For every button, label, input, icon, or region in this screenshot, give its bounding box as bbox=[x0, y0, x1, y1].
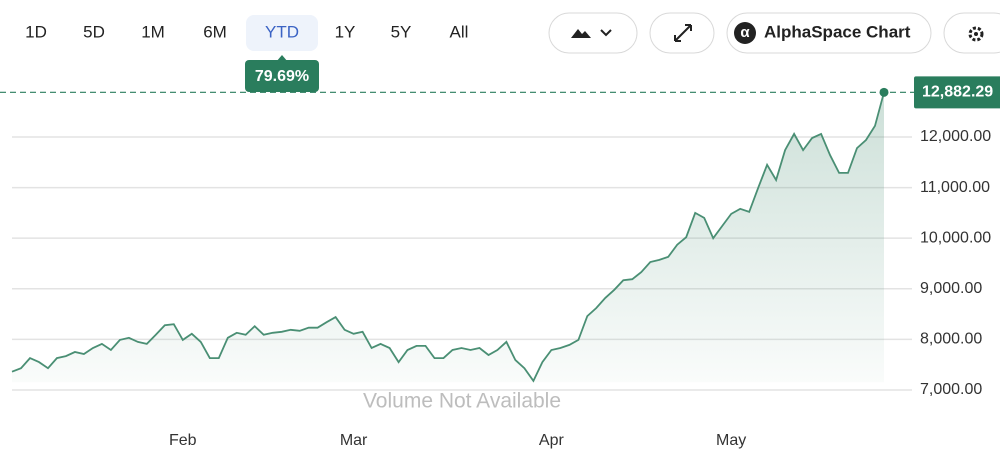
alphaspace-button[interactable] bbox=[726, 12, 932, 54]
range-button[interactable]: 6M bbox=[203, 22, 227, 41]
chevron-icon bbox=[600, 29, 612, 37]
range-button[interactable]: 5D bbox=[83, 22, 105, 41]
change-value: 79.69% bbox=[255, 68, 309, 85]
range-button[interactable]: YTD bbox=[265, 22, 299, 41]
y-tick-label: 10,000.00 bbox=[920, 229, 991, 246]
range-button[interactable]: 1M bbox=[141, 22, 165, 41]
range-button[interactable]: 1D bbox=[25, 22, 47, 41]
range-button[interactable]: 5Y bbox=[391, 22, 412, 41]
gear-icon bbox=[968, 26, 984, 42]
x-tick-label: Apr bbox=[539, 432, 565, 449]
last-price-badge bbox=[914, 76, 1000, 109]
x-tick-label: Feb bbox=[169, 432, 197, 449]
range-selected-bg bbox=[246, 15, 318, 51]
y-tick-label: 11,000.00 bbox=[920, 179, 990, 196]
y-tick-label: 9,000.00 bbox=[920, 280, 982, 297]
last-price-dot bbox=[879, 87, 889, 97]
area-icon bbox=[571, 29, 591, 38]
range-button[interactable]: All bbox=[450, 22, 469, 41]
y-tick-label: 8,000.00 bbox=[920, 331, 982, 348]
range-button[interactable]: 1Y bbox=[335, 22, 356, 41]
alpha-logo bbox=[734, 22, 756, 44]
last-price-label: 12,882.29 bbox=[922, 84, 993, 101]
gear-center bbox=[974, 32, 978, 36]
y-tick-label: 7,000.00 bbox=[920, 381, 982, 398]
x-tick-label: Mar bbox=[340, 432, 368, 449]
price-line bbox=[11, 92, 885, 383]
volume-note: Volume Not Available bbox=[363, 390, 561, 413]
y-tick-label: 12,000.00 bbox=[920, 128, 991, 145]
x-tick-label: May bbox=[716, 432, 746, 449]
alpha-glyph: α bbox=[740, 24, 750, 41]
change-badge bbox=[245, 60, 319, 92]
area-fill bbox=[12, 92, 884, 383]
chart-type-button[interactable] bbox=[548, 12, 638, 54]
alphaspace-label: AlphaSpace Chart bbox=[764, 22, 911, 41]
settings-button[interactable] bbox=[943, 12, 1000, 54]
expand-icon bbox=[674, 24, 692, 42]
